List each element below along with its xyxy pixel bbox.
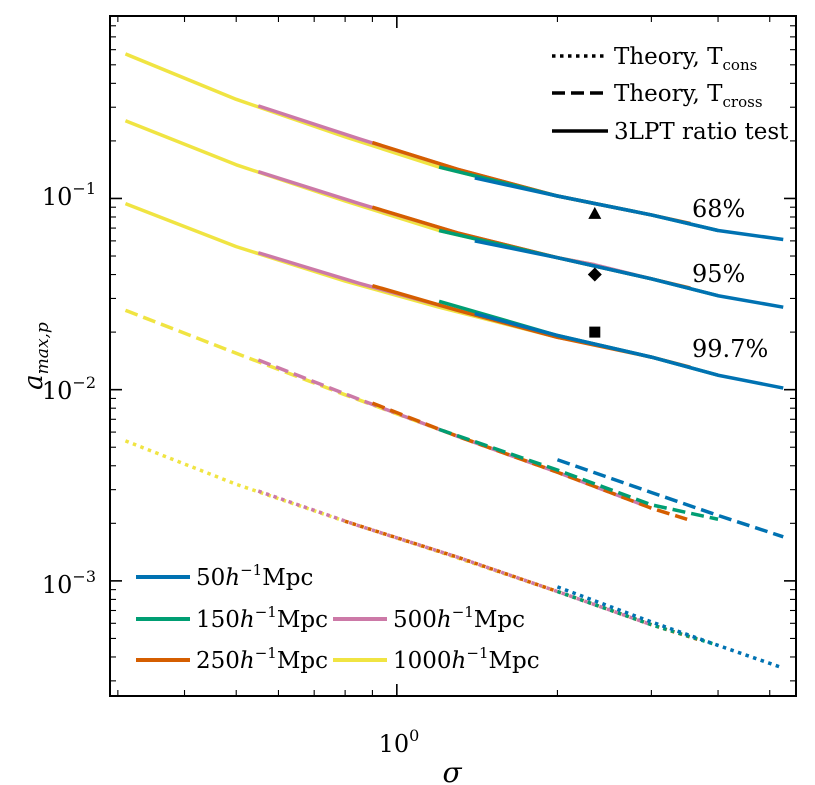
plot-frame [109, 15, 797, 697]
legend-label-1000: 1000h−1Mpc [393, 644, 540, 674]
series-dotted-150-23 [556, 589, 719, 648]
series-solid-50-9 [474, 239, 784, 309]
y-tick-labels: 10−1 10−2 10−3 [42, 179, 96, 599]
marker-diamond [587, 267, 602, 282]
series-solid-500-6 [257, 170, 652, 281]
series-dashed-1000-15 [124, 308, 559, 474]
legend-3lpt-ratio-test: 3LPT ratio test [614, 119, 789, 145]
series-solid-250-2 [371, 140, 691, 226]
series-dotted-500-21 [257, 489, 652, 627]
series-solid-50-14 [474, 311, 784, 390]
x-tick-label-1e0: 100 [379, 726, 420, 758]
series-solid-50-4 [474, 176, 784, 242]
y-tick-label-1e-1: 10−1 [42, 179, 96, 211]
style-legend: Theory, Tcons Theory, Tcross 3LPT ratio … [552, 44, 789, 145]
annotation-68: 68% [692, 195, 745, 223]
marker-layer [587, 206, 602, 338]
x-axis-label: σ [442, 756, 462, 785]
series-dashed-50-19 [556, 458, 784, 539]
y-axis-label: amax,p [19, 322, 53, 390]
y-tick-label-1e-3: 10−3 [42, 567, 96, 599]
annotation-95: 95% [692, 260, 745, 288]
box-size-legend: 50h−1Mpc 150h−1Mpc 250h−1Mpc 500h−1Mpc 1… [136, 561, 540, 674]
legend-theory-tcross: Theory, Tcross [614, 81, 763, 111]
legend-theory-tcons: Theory, Tcons [614, 44, 757, 74]
marker-square [589, 326, 601, 338]
series-dashed-150-18 [438, 427, 719, 521]
annotation-99-7: 99.7% [692, 335, 768, 363]
series-dashed-250-17 [371, 401, 688, 521]
y-tick-label-1e-2: 10−2 [42, 373, 96, 405]
series-solid-500-1 [257, 104, 652, 217]
marker-triangle [588, 206, 602, 219]
legend-label-250: 250h−1Mpc [196, 644, 328, 674]
legend-label-50: 50h−1Mpc [196, 561, 313, 591]
series-solid-1000-10 [124, 201, 596, 346]
legend-label-500: 500h−1Mpc [393, 603, 525, 633]
legend-label-150: 150h−1Mpc [196, 603, 328, 633]
data-series-layer [124, 52, 784, 670]
series-solid-1000-0 [124, 52, 596, 206]
series-dotted-50-24 [556, 585, 784, 670]
